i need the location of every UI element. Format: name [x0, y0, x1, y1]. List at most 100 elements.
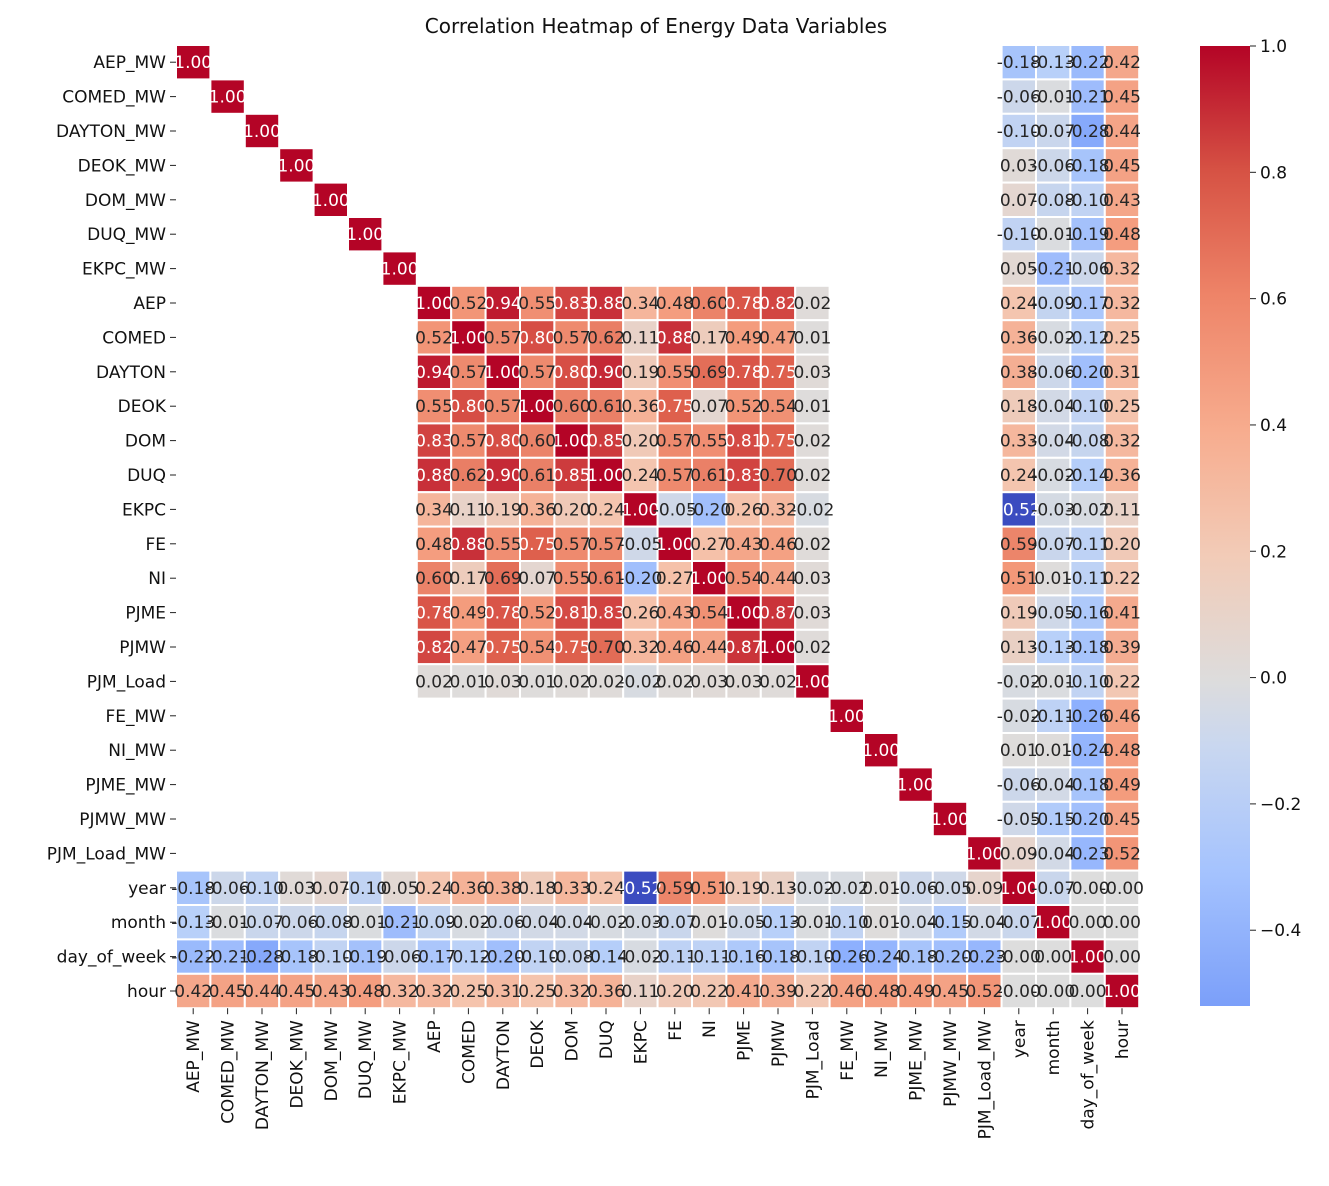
cell-value-label: -0.04 [962, 913, 1006, 933]
cell-value-label: -0.20 [687, 500, 731, 520]
cell-value-label: 0.88 [415, 466, 453, 486]
heatmap-cell [1103, 869, 1141, 906]
cell-value-label: 0.17 [690, 328, 728, 348]
x-tick-label: day_of_week [1079, 1020, 1099, 1129]
cell-value-label: 0.80 [484, 432, 522, 452]
heatmap-cell [828, 697, 865, 734]
cell-value-label: 0.94 [415, 363, 453, 383]
heatmap-cell [1069, 594, 1106, 631]
cell-value-label: -0.07 [1031, 535, 1075, 555]
cell-value-label: 1.00 [793, 672, 831, 692]
heatmap-cell [1103, 594, 1141, 631]
cell-value-label: 0.24 [621, 466, 659, 486]
cell-value-label: 0.01 [862, 913, 900, 933]
cell-value-label: -0.05 [928, 879, 972, 899]
cell-value-label: -0.02 [790, 879, 834, 899]
cell-value-label: 0.36 [587, 982, 625, 1002]
cell-value-label: 0.44 [690, 638, 728, 658]
y-tick-label: AEP [133, 294, 166, 314]
heatmap-cell [1000, 456, 1037, 494]
cell-value-label: 0.51 [1000, 569, 1038, 589]
cell-value-label: 0.45 [1103, 810, 1141, 830]
heatmap-cell [415, 491, 453, 528]
x-tick-label: DUQ [597, 1020, 617, 1059]
cell-value-label: -0.22 [171, 948, 215, 968]
cell-value-label: 0.31 [484, 982, 522, 1002]
cell-value-label: 0.87 [725, 638, 763, 658]
cell-value-label: -0.15 [1031, 810, 1075, 830]
cell-value-label: -0.18 [756, 948, 800, 968]
cell-value-label: 0.48 [1103, 225, 1141, 245]
x-tick-label: AEP [425, 1020, 445, 1053]
x-tick-label: EKPC [631, 1020, 651, 1064]
heatmap-cell [1035, 353, 1072, 391]
cell-value-label: -0.21 [378, 913, 422, 933]
cell-value-label: 0.52 [725, 397, 763, 417]
cell-value-label: 0.24 [587, 500, 625, 520]
cell-value-label: -0.11 [1031, 707, 1075, 727]
cell-value-label: 0.85 [587, 432, 625, 452]
cell-value-label: 0.32 [553, 982, 591, 1002]
cell-value-label: 0.47 [759, 328, 797, 348]
cell-value-label: 0.02 [759, 672, 797, 692]
cell-value-label: -0.20 [481, 948, 525, 968]
cell-value-label: 0.36 [518, 500, 556, 520]
x-tick-label: FE_MW [838, 1020, 858, 1081]
cell-value-label: 0.88 [449, 535, 487, 555]
heatmap-cell [1000, 697, 1037, 734]
heatmap-cell [794, 388, 831, 425]
cell-value-label: 0.01 [1034, 569, 1072, 589]
x-tick-label: DOM_MW [322, 1020, 342, 1101]
heatmap-cell [1000, 319, 1037, 356]
cell-value-label: 0.24 [415, 879, 453, 899]
heatmap-cell [209, 78, 246, 115]
y-tick-label: DUQ [127, 466, 166, 486]
heatmap-cell [553, 663, 590, 700]
cell-value-label: 0.57 [449, 432, 487, 452]
cell-value-label: -0.02 [790, 500, 834, 520]
cell-value-label: -0.12 [1066, 328, 1110, 348]
x-tick-label: DOM [563, 1020, 583, 1061]
heatmap-cell [1103, 78, 1141, 115]
cell-value-label: -0.06 [997, 776, 1041, 796]
heatmap-cell [691, 422, 728, 459]
y-tick-label: COMED_MW [62, 88, 166, 108]
cell-value-label: -0.26 [825, 948, 869, 968]
cell-value-label: 0.02 [793, 535, 831, 555]
cell-value-label: -0.07 [1031, 879, 1075, 899]
colorbar-tick-label: 1.0 [1260, 37, 1287, 57]
heatmap-cell [587, 972, 625, 1010]
cell-value-label: -0.10 [515, 948, 559, 968]
cell-value-label: -0.22 [1066, 53, 1110, 73]
cell-value-label: 0.75 [759, 363, 797, 383]
y-tick-label: FE_MW [106, 707, 167, 727]
cell-value-label: 0.27 [690, 535, 728, 555]
x-tick-label: hour [1113, 1020, 1133, 1059]
cell-value-label: -0.16 [1066, 604, 1110, 624]
cell-value-label: 0.31 [1103, 363, 1141, 383]
heatmap-cell [828, 938, 865, 975]
x-tick-label: FE [666, 1020, 686, 1041]
cell-value-label: 0.55 [415, 397, 453, 417]
cell-value-label: 0.13 [759, 879, 797, 899]
cell-value-label: 0.57 [449, 363, 487, 383]
cell-value-label: -0.05 [1031, 604, 1075, 624]
cell-value-label: 0.03 [793, 363, 831, 383]
cell-value-label: 0.61 [587, 569, 625, 589]
cell-value-label: -0.18 [1066, 776, 1110, 796]
cell-value-label: -0.02 [1031, 328, 1075, 348]
cell-value-label: -0.18 [274, 948, 318, 968]
heatmap-cell [450, 525, 487, 562]
cell-value-label: 0.34 [621, 294, 659, 314]
cell-value-label: -0.06 [378, 948, 422, 968]
x-tick-label: DUQ_MW [356, 1020, 376, 1099]
cell-value-label: 0.03 [277, 879, 315, 899]
cell-value-label: -0.05 [997, 810, 1041, 830]
cell-value-label: 0.60 [518, 432, 556, 452]
cell-value-label: 0.18 [518, 879, 556, 899]
cell-value-label: -0.14 [1066, 466, 1110, 486]
y-tick-label: DEOK_MW [78, 156, 167, 176]
cell-value-label: 0.61 [690, 466, 728, 486]
